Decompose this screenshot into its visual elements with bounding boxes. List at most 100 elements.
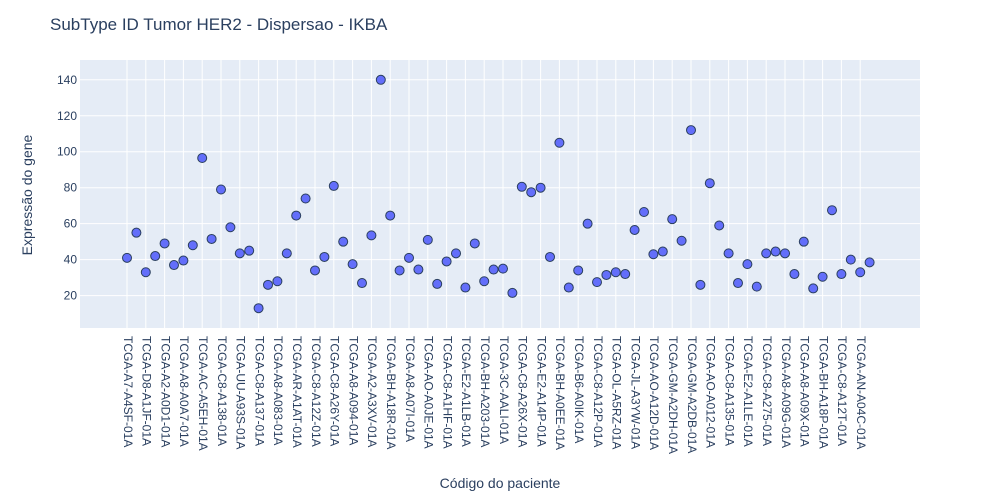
data-point[interactable] [422, 234, 433, 245]
data-point[interactable] [169, 260, 179, 271]
data-point[interactable] [338, 236, 349, 247]
data-point[interactable] [140, 267, 151, 278]
data-point[interactable] [601, 269, 612, 280]
data-point[interactable] [460, 282, 471, 293]
x-tick-label: TCGA-A8-A083-01A [271, 336, 285, 445]
data-point[interactable] [385, 210, 396, 221]
data-point[interactable] [131, 227, 142, 238]
data-point[interactable] [357, 278, 367, 289]
data-point[interactable] [328, 180, 339, 191]
data-point[interactable] [573, 265, 584, 276]
data-point[interactable] [347, 259, 358, 270]
data-point[interactable] [122, 252, 132, 263]
data-point[interactable] [845, 254, 856, 265]
data-point[interactable] [545, 251, 555, 262]
x-tick-label: TCGA-AO-A12D-01A [647, 336, 661, 450]
data-point[interactable] [798, 236, 809, 247]
data-point[interactable] [469, 238, 480, 249]
y-axis-title: Expressão do gene [19, 134, 35, 255]
data-point[interactable] [733, 278, 743, 289]
y-tick-label: 20 [64, 289, 78, 303]
data-point[interactable] [253, 303, 264, 314]
data-point[interactable] [216, 184, 226, 195]
x-tick-label: TCGA-A7-A4SF-01A [121, 336, 135, 447]
x-tick-label: TCGA-D8-A1JF-01A [140, 336, 154, 446]
x-tick-label: TCGA-C8-A26X-01A [516, 336, 530, 447]
data-point[interactable] [187, 240, 198, 251]
y-tick-label: 60 [64, 217, 78, 231]
data-point[interactable] [319, 251, 330, 262]
data-point[interactable] [667, 214, 678, 225]
data-point[interactable] [592, 277, 602, 288]
data-point[interactable] [836, 269, 847, 280]
x-tick-label: TCGA-AO-A0JE-01A [422, 336, 436, 449]
data-point[interactable] [629, 224, 640, 235]
x-tick-label: TCGA-A8-A094-01A [346, 336, 360, 445]
data-point[interactable] [582, 218, 593, 229]
y-tick-label: 120 [57, 109, 77, 123]
data-point[interactable] [281, 248, 292, 259]
data-point[interactable] [620, 269, 631, 280]
data-point[interactable] [516, 181, 527, 192]
data-point[interactable] [639, 206, 649, 217]
data-point[interactable] [780, 248, 790, 259]
data-point[interactable] [704, 178, 715, 189]
data-point[interactable] [394, 265, 405, 276]
data-point[interactable] [507, 287, 518, 298]
data-point[interactable] [432, 278, 443, 289]
data-point[interactable] [864, 257, 875, 268]
data-point[interactable] [244, 245, 255, 256]
x-tick-label: TCGA-AR-A1AT-01A [290, 336, 304, 448]
data-point[interactable] [206, 233, 217, 244]
data-point[interactable] [178, 255, 189, 266]
data-point[interactable] [366, 230, 377, 241]
data-point[interactable] [742, 259, 753, 270]
data-point[interactable] [751, 281, 762, 292]
data-point[interactable] [817, 271, 828, 282]
data-point[interactable] [451, 248, 461, 259]
data-point[interactable] [770, 246, 781, 257]
data-point[interactable] [723, 248, 734, 259]
data-point[interactable] [310, 265, 320, 276]
data-point[interactable] [855, 267, 866, 278]
data-point[interactable] [263, 279, 273, 290]
data-point[interactable] [695, 279, 706, 290]
data-point[interactable] [479, 276, 490, 287]
data-point[interactable] [300, 193, 311, 204]
data-point[interactable] [159, 238, 170, 249]
data-point[interactable] [827, 205, 837, 216]
data-point[interactable] [234, 248, 245, 259]
data-point[interactable] [404, 252, 414, 263]
data-point[interactable] [526, 187, 537, 198]
data-point[interactable] [272, 276, 283, 287]
data-point[interactable] [676, 235, 687, 246]
data-point[interactable] [554, 137, 565, 148]
data-point[interactable] [761, 248, 772, 259]
data-point[interactable] [808, 283, 819, 294]
data-point[interactable] [197, 153, 208, 164]
data-point[interactable] [563, 282, 574, 293]
x-tick-label: TCGA-A2-A0D1-01A [158, 336, 172, 447]
data-point[interactable] [441, 256, 452, 267]
data-point[interactable] [648, 249, 659, 260]
data-point[interactable] [225, 222, 236, 233]
data-point[interactable] [789, 269, 800, 280]
data-point[interactable] [375, 74, 386, 85]
data-point[interactable] [413, 264, 424, 275]
data-point[interactable] [498, 263, 508, 274]
data-point[interactable] [714, 220, 725, 231]
x-tick-label: TCGA-B6-A0IK-01A [572, 336, 586, 443]
data-point[interactable] [488, 264, 499, 275]
data-point[interactable] [686, 125, 696, 136]
x-tick-label: TCGA-C8-A1HF-01A [440, 336, 454, 449]
data-point[interactable] [291, 210, 302, 221]
x-tick-label: TCGA-BH-A203-01A [478, 336, 492, 447]
data-point[interactable] [150, 251, 161, 262]
data-point[interactable] [535, 182, 546, 193]
y-axis-ticks: 20 40 60 80 100 120 140 [57, 73, 77, 303]
data-point[interactable] [657, 246, 668, 257]
data-point[interactable] [610, 267, 621, 278]
y-tick-label: 140 [57, 73, 77, 87]
x-tick-label: TCGA-GM-A2DB-01A [685, 336, 699, 453]
